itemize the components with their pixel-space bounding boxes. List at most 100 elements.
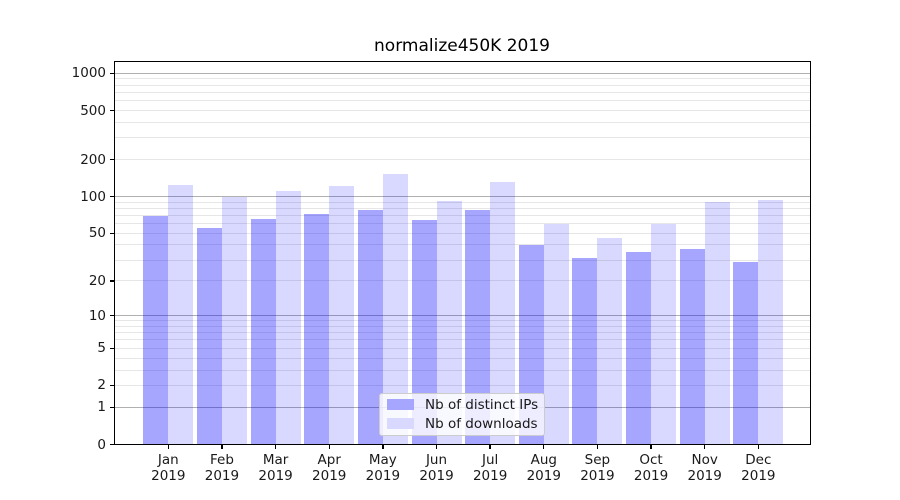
y-tick-mark — [109, 195, 114, 198]
minor-gridline — [113, 357, 811, 359]
x-tick-year: 2019 — [365, 468, 401, 484]
y-tick-label: 100 — [80, 188, 106, 205]
legend-item-downloads: Nb of downloads — [387, 415, 538, 432]
x-tick-label: Jan 2019 — [138, 452, 198, 484]
x-tick-label: Aug 2019 — [514, 452, 574, 484]
x-tick-mark — [543, 444, 545, 449]
x-tick-month: Jul — [481, 452, 499, 468]
bar-distinct-ips — [679, 249, 705, 445]
x-tick-month: Apr — [317, 452, 341, 468]
minor-gridline — [113, 325, 811, 327]
x-tick-year: 2019 — [580, 468, 615, 484]
minor-gridline — [113, 84, 811, 86]
major-gridline — [113, 72, 811, 74]
x-tick-label: May 2019 — [353, 452, 413, 484]
x-tick-month: Mar — [262, 452, 289, 468]
minor-gridline — [113, 332, 811, 334]
x-tick-month: Feb — [209, 452, 234, 468]
y-tick-label: 20 — [88, 272, 106, 289]
y-tick-label: 50 — [88, 225, 106, 242]
legend-label: Nb of downloads — [425, 415, 538, 432]
x-tick-label: Nov 2019 — [675, 452, 735, 484]
x-tick-mark — [221, 444, 223, 449]
minor-gridline — [113, 259, 811, 261]
minor-gridline — [113, 320, 811, 322]
bar-downloads — [597, 237, 623, 445]
y-tick-label: 500 — [80, 102, 106, 119]
y-tick-mark — [109, 280, 114, 282]
x-tick-year: 2019 — [526, 468, 561, 484]
bar-downloads — [329, 186, 355, 445]
minor-gridline — [113, 110, 811, 111]
x-tick-year: 2019 — [741, 468, 776, 484]
minor-gridline — [113, 347, 811, 349]
bar-distinct-ips — [572, 258, 598, 445]
x-tick-month: Sep — [584, 452, 611, 468]
minor-gridline — [113, 100, 811, 102]
plot-area — [113, 61, 811, 445]
minor-gridline — [113, 280, 811, 282]
y-tick-label: 5 — [97, 340, 106, 357]
x-tick-label: Mar 2019 — [246, 452, 306, 484]
x-tick-mark — [757, 444, 760, 449]
legend-swatch-downloads — [387, 418, 414, 429]
bar-distinct-ips — [304, 214, 330, 445]
y-tick-mark — [109, 347, 114, 349]
bar-distinct-ips — [196, 228, 222, 445]
x-tick-label: Jun 2019 — [407, 452, 467, 484]
y-tick-mark — [109, 109, 114, 112]
y-tick-label: 200 — [80, 151, 106, 168]
y-tick-mark — [109, 406, 114, 408]
minor-gridline — [113, 223, 811, 225]
y-tick-mark — [109, 384, 114, 387]
x-tick-mark — [704, 444, 706, 449]
bar-downloads — [758, 200, 784, 445]
x-tick-mark — [274, 444, 277, 449]
legend-item-distinct-ips: Nb of distinct IPs — [387, 396, 539, 413]
bar-distinct-ips — [733, 261, 759, 445]
y-tick-mark — [109, 232, 114, 234]
x-tick-year: 2019 — [151, 468, 186, 484]
x-tick-year: 2019 — [419, 468, 454, 484]
bar-downloads — [543, 223, 569, 445]
x-tick-label: Feb 2019 — [192, 452, 252, 484]
bar-downloads — [275, 191, 301, 445]
x-tick-month: Jun — [425, 452, 448, 468]
bar-distinct-ips — [143, 215, 169, 445]
x-tick-year: 2019 — [472, 468, 508, 484]
bar-distinct-ips — [357, 209, 383, 445]
x-tick-month: Aug — [530, 452, 557, 468]
x-tick-mark — [167, 444, 169, 449]
bar-downloads — [221, 196, 247, 445]
x-tick-month: Dec — [745, 452, 772, 468]
x-tick-mark — [489, 444, 491, 449]
legend: Nb of distinct IPs Nb of downloads — [379, 392, 545, 436]
y-tick-mark — [109, 158, 114, 161]
x-tick-year: 2019 — [258, 468, 293, 484]
minor-gridline — [113, 384, 811, 386]
x-tick-mark — [382, 444, 384, 449]
x-tick-label: Dec 2019 — [728, 452, 788, 484]
minor-gridline — [113, 137, 811, 139]
minor-gridline — [113, 207, 811, 209]
x-tick-year: 2019 — [633, 468, 669, 484]
x-tick-mark — [650, 444, 652, 449]
minor-gridline — [113, 244, 811, 246]
bar-downloads — [168, 184, 194, 445]
x-tick-mark — [596, 444, 599, 449]
bar-downloads — [704, 202, 730, 445]
x-tick-mark — [328, 444, 330, 449]
y-tick-mark — [109, 443, 114, 446]
x-tick-month: Jan — [157, 452, 179, 468]
x-tick-year: 2019 — [204, 468, 240, 484]
major-gridline — [113, 315, 811, 317]
y-tick-mark — [109, 314, 114, 317]
minor-gridline — [113, 78, 811, 80]
x-tick-label: Oct 2019 — [621, 452, 681, 484]
x-tick-label: Sep 2019 — [567, 452, 627, 484]
minor-gridline — [113, 232, 811, 234]
minor-gridline — [113, 214, 811, 216]
bar-distinct-ips — [626, 251, 652, 445]
legend-label: Nb of distinct IPs — [425, 396, 539, 413]
